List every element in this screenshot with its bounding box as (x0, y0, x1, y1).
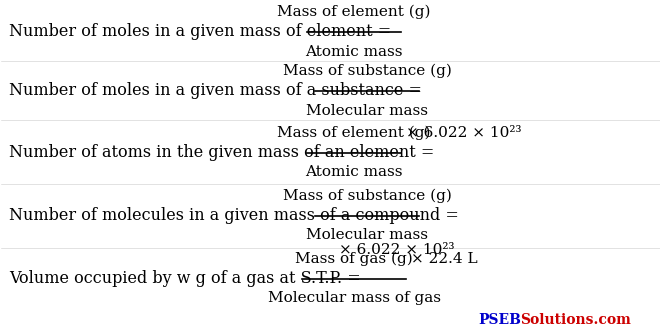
Text: Number of atoms in the given mass of an element =: Number of atoms in the given mass of an … (9, 144, 440, 161)
Text: Mass of element (g): Mass of element (g) (277, 5, 431, 19)
Text: PSEB: PSEB (478, 313, 521, 327)
Text: Molecular mass: Molecular mass (306, 104, 428, 118)
Text: Mass of gas (g): Mass of gas (g) (295, 251, 413, 266)
Text: × 22.4 L: × 22.4 L (410, 252, 477, 266)
Text: Solutions.com: Solutions.com (520, 313, 631, 327)
Text: Molecular mass: Molecular mass (306, 228, 428, 242)
Text: Volume occupied by w g of a gas at S.T.P. =: Volume occupied by w g of a gas at S.T.P… (9, 270, 366, 287)
Text: × 6.022 × 10²³: × 6.022 × 10²³ (406, 126, 521, 140)
Text: Mass of substance (g): Mass of substance (g) (282, 64, 452, 78)
Text: Atomic mass: Atomic mass (305, 166, 403, 179)
Text: Number of moles in a given mass of a substance =: Number of moles in a given mass of a sub… (9, 82, 428, 99)
Text: Number of moles in a given mass of element =: Number of moles in a given mass of eleme… (9, 23, 396, 40)
Text: Number of molecules in a given mass of a compound =: Number of molecules in a given mass of a… (9, 207, 464, 224)
Text: Atomic mass: Atomic mass (305, 45, 403, 59)
Text: × 6.022 × 10²³: × 6.022 × 10²³ (339, 243, 455, 257)
Text: Molecular mass of gas: Molecular mass of gas (268, 291, 440, 305)
Text: Mass of element (g): Mass of element (g) (277, 126, 431, 140)
Text: Mass of substance (g): Mass of substance (g) (282, 188, 452, 203)
